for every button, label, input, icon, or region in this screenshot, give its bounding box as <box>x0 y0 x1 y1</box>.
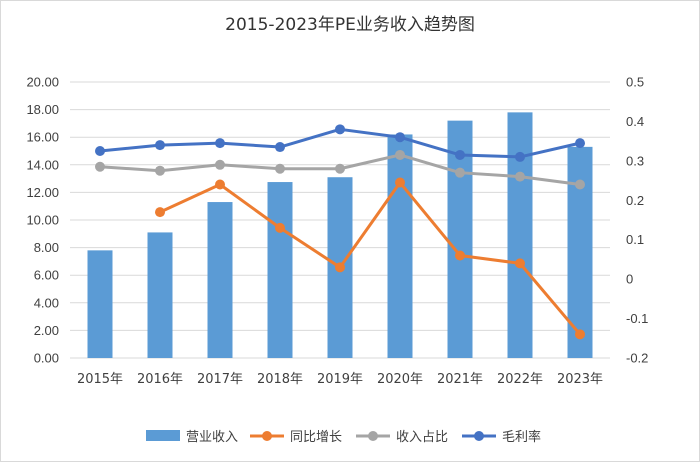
revenue-bar <box>87 250 113 358</box>
gross-margin-point <box>455 149 465 160</box>
income-share-point <box>155 165 165 176</box>
legend-bar-swatch <box>146 430 180 441</box>
left-tick-label: 16.00 <box>26 130 59 145</box>
income-share-point <box>575 179 585 190</box>
legend-marker <box>262 431 272 441</box>
x-tick-label: 2015年 <box>77 372 123 387</box>
revenue-bar <box>267 182 293 358</box>
left-tick-label: 4.00 <box>34 295 59 310</box>
right-tick-label: 0 <box>626 272 633 287</box>
legend-label: 收入占比 <box>396 430 448 445</box>
income-share-point <box>275 163 285 174</box>
left-tick-label: 20.00 <box>26 75 59 90</box>
legend-label: 同比增长 <box>290 430 342 445</box>
left-tick-label: 12.00 <box>26 185 59 200</box>
line-series <box>95 124 585 340</box>
yoy-growth-line <box>159 181 582 336</box>
x-tick-label: 2019年 <box>317 372 363 387</box>
x-tick-label: 2021年 <box>437 372 483 387</box>
yoy-growth-point <box>275 222 285 233</box>
yoy-growth-point <box>215 179 225 190</box>
legend-label: 营业收入 <box>186 430 238 445</box>
gross-margin-point <box>575 138 585 149</box>
income-share-point <box>95 161 105 172</box>
revenue-bar <box>147 232 173 358</box>
income-share-point <box>335 163 345 174</box>
gross-margin-point <box>515 151 525 162</box>
x-tick-label: 2022年 <box>497 372 543 387</box>
right-tick-label: 0.1 <box>626 232 644 247</box>
revenue-bars <box>87 112 593 358</box>
gross-margin-point <box>335 124 345 135</box>
yoy-growth-point <box>515 258 525 269</box>
revenue-bar <box>387 134 413 358</box>
left-tick-label: 18.00 <box>26 102 59 117</box>
left-tick-label: 2.00 <box>34 323 59 338</box>
yoy-growth-point <box>395 177 405 188</box>
yoy-growth-point <box>575 329 585 340</box>
left-tick-label: 6.00 <box>34 268 59 283</box>
left-tick-label: 8.00 <box>34 240 59 255</box>
left-tick-label: 10.00 <box>26 213 59 228</box>
x-axis: 2015年 2016年 2017年 2018年 2019年 2020年 2021年 2022年… <box>77 372 603 387</box>
yoy-growth-point <box>455 250 465 261</box>
right-axis: -0.2 -0.1 0 0.1 0.2 0.3 0.4 0.5 <box>626 75 648 366</box>
x-tick-label: 2017年 <box>197 372 243 387</box>
left-tick-label: 0.00 <box>34 351 59 366</box>
income-share-point <box>515 171 525 182</box>
revenue-bar <box>447 120 473 358</box>
gross-margin-point <box>395 132 405 143</box>
revenue-bar <box>507 112 533 358</box>
legend-marker <box>474 431 484 441</box>
right-tick-label: 0.3 <box>626 153 644 168</box>
yoy-growth-point <box>155 207 165 218</box>
right-tick-label: 0.5 <box>626 75 644 90</box>
x-tick-label: 2016年 <box>137 372 183 387</box>
income-share-point <box>395 149 405 160</box>
legend: 营业收入 同比增长 收入占比 毛利率 <box>146 429 541 445</box>
chart-title: 2015-2023年PE业务收入趋势图 <box>225 15 475 35</box>
left-axis: 0.00 2.00 4.00 6.00 8.00 10.00 12.00 14.00 16.00… <box>26 75 59 366</box>
left-tick-label: 14.00 <box>26 157 59 172</box>
gross-margin-point <box>275 142 285 153</box>
gross-margin-point <box>215 138 225 149</box>
income-share-point <box>455 167 465 178</box>
income-share-point <box>215 159 225 170</box>
revenue-bar <box>207 202 233 358</box>
x-tick-label: 2020年 <box>377 372 423 387</box>
x-tick-label: 2018年 <box>257 372 303 387</box>
gross-margin-point <box>95 146 105 156</box>
right-tick-label: -0.2 <box>626 351 648 366</box>
gross-margin-point <box>155 140 165 151</box>
x-tick-label: 2023年 <box>557 372 603 387</box>
right-tick-label: 0.4 <box>626 114 644 129</box>
right-tick-label: -0.1 <box>626 311 648 326</box>
revenue-bar <box>567 146 593 358</box>
right-tick-label: 0.2 <box>626 193 644 208</box>
legend-marker <box>368 431 378 441</box>
legend-label: 毛利率 <box>502 429 541 445</box>
yoy-growth-point <box>335 262 345 273</box>
